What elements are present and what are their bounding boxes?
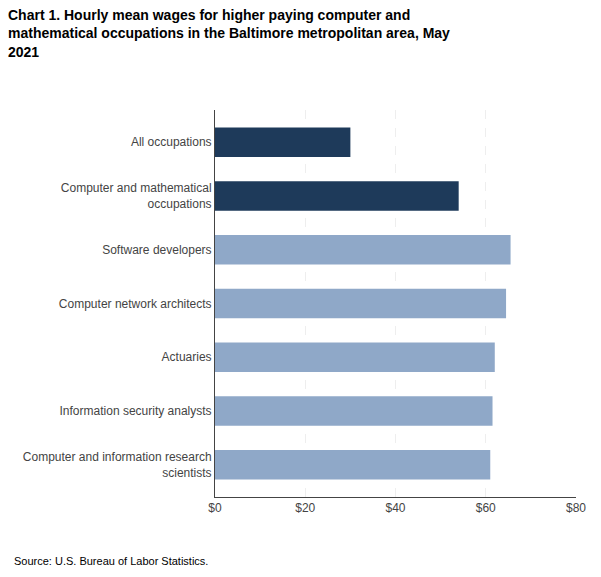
svg-text:Software developers: Software developers	[102, 243, 211, 257]
svg-text:Computer and mathematicaloccup: Computer and mathematicaloccupations	[61, 181, 212, 211]
svg-text:$60: $60	[476, 501, 496, 515]
svg-text:Source: U.S. Bureau of Labor S: Source: U.S. Bureau of Labor Statistics.	[14, 555, 208, 567]
svg-text:$80: $80	[566, 501, 586, 515]
svg-text:Actuaries: Actuaries	[162, 350, 212, 364]
svg-text:$40: $40	[385, 501, 405, 515]
svg-text:Computer network architects: Computer network architects	[59, 297, 212, 311]
svg-text:$0: $0	[208, 501, 222, 515]
svg-text:Information security analysts: Information security analysts	[60, 404, 212, 418]
svg-text:$20: $20	[295, 501, 315, 515]
svg-text:All occupations: All occupations	[131, 135, 212, 149]
svg-text:Chart 1. Hourly mean wages for: Chart 1. Hourly mean wages for higher pa…	[8, 7, 450, 59]
svg-text:Computer and information resea: Computer and information researchscienti…	[23, 450, 212, 480]
